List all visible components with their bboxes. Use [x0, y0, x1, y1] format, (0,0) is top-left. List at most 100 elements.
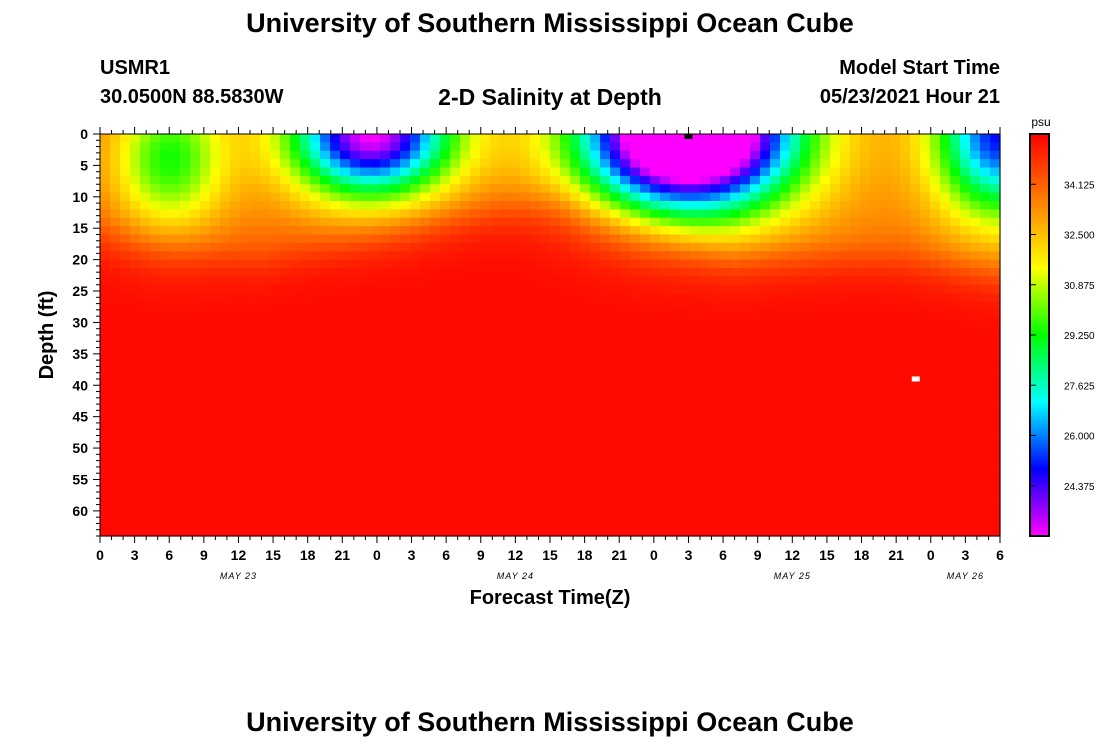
heatmap-cell — [700, 142, 711, 152]
heatmap-cell — [470, 351, 481, 361]
heatmap-cell — [970, 427, 981, 437]
heatmap-cell — [670, 510, 681, 520]
heatmap-cell — [180, 368, 191, 378]
heatmap-cell — [680, 452, 691, 462]
heatmap-cell — [840, 510, 851, 520]
heatmap-cell — [370, 527, 381, 537]
heatmap-cell — [780, 284, 791, 294]
heatmap-cell — [520, 402, 531, 411]
heatmap-cell — [510, 284, 521, 294]
heatmap-cell — [550, 184, 561, 194]
heatmap-cell — [740, 234, 751, 244]
heatmap-cell — [720, 494, 731, 504]
heatmap-cell — [380, 301, 391, 311]
heatmap-cell — [230, 217, 241, 227]
heatmap-cell — [520, 477, 531, 487]
heatmap-cell — [210, 435, 221, 445]
heatmap-cell — [670, 460, 681, 470]
heatmap-cell — [210, 418, 221, 428]
heatmap-cell — [530, 234, 541, 244]
heatmap-cell — [810, 494, 821, 504]
heatmap-cell — [810, 159, 821, 169]
heatmap-cell — [360, 251, 371, 261]
heatmap-cell — [340, 443, 351, 453]
heatmap-cell — [810, 293, 821, 303]
heatmap-cell — [880, 385, 891, 395]
heatmap-cell — [990, 410, 1001, 420]
heatmap-cell — [950, 460, 961, 470]
heatmap-cell — [850, 293, 861, 303]
heatmap-cell — [430, 159, 441, 169]
heatmap-cell — [150, 276, 161, 286]
heatmap-cell — [650, 276, 661, 286]
heatmap-cell — [170, 435, 181, 445]
heatmap-cell — [750, 175, 761, 185]
heatmap-cell — [190, 150, 201, 160]
heatmap-cell — [630, 301, 641, 311]
heatmap-cell — [750, 234, 761, 244]
heatmap-cell — [560, 402, 571, 411]
heatmap-cell — [740, 150, 751, 160]
heatmap-cell — [760, 226, 771, 236]
heatmap-cell — [900, 443, 911, 453]
heatmap-cell — [570, 368, 581, 378]
heatmap-cell — [490, 435, 501, 445]
heatmap-cell — [210, 376, 221, 386]
heatmap-cell — [820, 318, 831, 328]
heatmap-cell — [660, 376, 671, 386]
heatmap-cell — [830, 234, 841, 244]
heatmap-cell — [970, 343, 981, 353]
y-axis-label: Depth (ft) — [36, 291, 58, 380]
heatmap-cell — [260, 284, 271, 294]
heatmap-cell — [860, 376, 871, 386]
heatmap-cell — [800, 217, 811, 227]
heatmap-cell — [280, 343, 291, 353]
heatmap-cell — [860, 259, 871, 269]
heatmap-cell — [800, 427, 811, 437]
heatmap-cell — [310, 360, 321, 370]
heatmap-cell — [950, 184, 961, 194]
y-tick-label: 10 — [72, 189, 88, 205]
heatmap-cell — [460, 485, 471, 495]
heatmap-cell — [690, 134, 701, 143]
heatmap-cell — [370, 167, 381, 177]
heatmap-cell — [420, 494, 431, 504]
heatmap-cell — [830, 393, 841, 403]
heatmap-cell — [990, 184, 1001, 194]
y-tick-label: 20 — [72, 252, 88, 268]
heatmap-cell — [740, 376, 751, 386]
heatmap-cell — [660, 150, 671, 160]
heatmap-cell — [140, 242, 151, 252]
heatmap-cell — [390, 192, 401, 202]
heatmap-cell — [460, 201, 471, 210]
heatmap-cell — [730, 192, 741, 202]
heatmap-cell — [760, 435, 771, 445]
heatmap-cell — [800, 469, 811, 478]
heatmap-cell — [520, 494, 531, 504]
heatmap-cell — [970, 301, 981, 311]
heatmap-cell — [940, 410, 951, 420]
heatmap-cell — [810, 234, 821, 244]
heatmap-cell — [290, 410, 301, 420]
heatmap-cell — [290, 309, 301, 319]
heatmap-cell — [410, 284, 421, 294]
heatmap-cell — [300, 268, 311, 277]
x-tick-label: 3 — [685, 547, 693, 563]
heatmap-cell — [860, 192, 871, 202]
heatmap-cell — [140, 276, 151, 286]
heatmap-cell — [330, 435, 341, 445]
heatmap-cell — [620, 435, 631, 445]
heatmap-cell — [620, 259, 631, 269]
heatmap-cell — [730, 443, 741, 453]
heatmap-cell — [550, 251, 561, 261]
heatmap-cell — [130, 477, 141, 487]
heatmap-cell — [950, 402, 961, 411]
heatmap-cell — [160, 276, 171, 286]
heatmap-cell — [630, 494, 641, 504]
heatmap-cell — [400, 335, 411, 344]
heatmap-cell — [360, 309, 371, 319]
heatmap-cell — [510, 142, 521, 152]
heatmap-cell — [650, 217, 661, 227]
heatmap-cell — [960, 259, 971, 269]
heatmap-cell — [860, 284, 871, 294]
